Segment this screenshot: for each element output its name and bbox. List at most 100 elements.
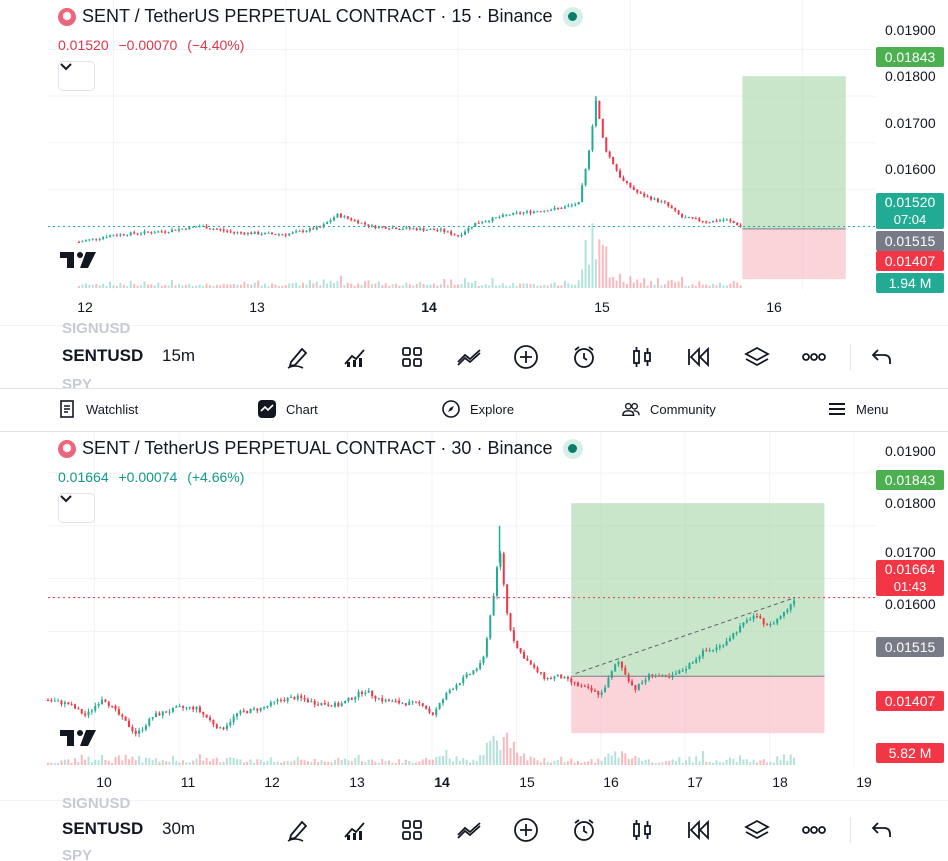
candle-body — [105, 237, 108, 239]
add-icon[interactable] — [511, 342, 541, 372]
candle-body — [526, 658, 529, 661]
chart-legend-header[interactable]: ✺ SENT / TetherUS PERPETUAL CONTRACT · 1… — [58, 6, 583, 27]
candle-body — [101, 699, 104, 705]
nav-menu[interactable]: Menu — [828, 400, 889, 418]
volume-bar — [712, 762, 715, 765]
volume-bar — [725, 759, 728, 765]
undo-icon[interactable] — [867, 342, 897, 372]
candle-body — [436, 230, 439, 232]
candle-body — [636, 189, 639, 193]
alert-clock-icon[interactable] — [569, 342, 599, 372]
collapse-legend-button[interactable] — [58, 61, 95, 91]
nav-community[interactable]: Community — [622, 400, 716, 418]
collapse-legend-button[interactable] — [58, 493, 95, 523]
drawing-pen-icon[interactable] — [283, 815, 313, 845]
candle-body — [322, 224, 325, 228]
volume-bar — [198, 284, 201, 288]
candle-body — [367, 224, 370, 227]
nav-explore[interactable]: Explore — [442, 400, 514, 418]
chart-svg-15m[interactable] — [0, 0, 948, 325]
candle-body — [305, 230, 308, 232]
volume-bar — [88, 284, 91, 288]
candle-body — [577, 682, 580, 686]
candle-body — [674, 208, 677, 211]
layers-icon[interactable] — [742, 815, 772, 845]
drawing-pen-icon[interactable] — [283, 342, 313, 372]
candle-body — [158, 713, 161, 716]
volume-bar — [114, 756, 117, 765]
nav-chart[interactable]: Chart — [258, 400, 318, 418]
symbol-search-button[interactable]: SENTUSD — [62, 346, 144, 365]
chart-canvas-15m[interactable]: ✺ SENT / TetherUS PERPETUAL CONTRACT · 1… — [0, 0, 948, 325]
candle-body — [414, 701, 417, 703]
candle-body — [329, 220, 332, 223]
candle-body — [431, 712, 434, 716]
volume-bar — [684, 285, 687, 288]
interval-button[interactable]: 15m — [162, 346, 196, 365]
volume-bar — [701, 750, 704, 765]
templates-grid-icon[interactable] — [397, 815, 427, 845]
candles-icon[interactable] — [627, 815, 657, 845]
undo-icon[interactable] — [867, 815, 897, 845]
sent-logo-icon: ✺ — [58, 439, 76, 458]
volume-bar — [198, 754, 201, 765]
candle-body — [631, 681, 634, 686]
nav-watchlist[interactable]: Watchlist — [58, 400, 138, 418]
volume-bar — [63, 759, 66, 765]
candle-body — [563, 677, 566, 679]
volume-bar — [691, 284, 694, 288]
candle-body — [759, 616, 762, 619]
volume-bar — [508, 285, 511, 288]
candle-body — [357, 220, 360, 224]
compare-icon[interactable] — [455, 815, 485, 845]
volume-bar — [370, 283, 373, 288]
chart-canvas-30m[interactable]: ✺ SENT / TetherUS PERPETUAL CONTRACT · 3… — [0, 432, 948, 800]
candle-body — [435, 708, 438, 716]
indicators-icon[interactable] — [340, 815, 370, 845]
chart-legend-header[interactable]: ✺ SENT / TetherUS PERPETUAL CONTRACT · 3… — [58, 438, 583, 459]
volume-bar — [622, 281, 625, 288]
candle-body — [256, 708, 259, 711]
candle-body — [273, 701, 276, 703]
volume-bar — [577, 280, 580, 288]
volume-bar — [718, 761, 721, 765]
alert-clock-icon[interactable] — [569, 815, 599, 845]
candle-body — [63, 702, 66, 705]
replay-icon[interactable] — [684, 815, 714, 845]
volume-bar — [536, 760, 539, 765]
layers-icon[interactable] — [742, 342, 772, 372]
symbol-search-button[interactable]: SENTUSD — [62, 819, 144, 838]
more-icon[interactable] — [799, 815, 829, 845]
add-icon[interactable] — [511, 815, 541, 845]
candle-body — [698, 218, 701, 221]
volume-bar — [438, 756, 441, 765]
volume-bar — [496, 740, 499, 765]
candle-body — [195, 226, 198, 228]
chart-svg-30m[interactable] — [0, 432, 948, 800]
volume-bar — [184, 284, 187, 288]
templates-grid-icon[interactable] — [397, 342, 427, 372]
indicators-icon[interactable] — [340, 342, 370, 372]
volume-bar — [674, 282, 677, 288]
volume-bar — [722, 285, 725, 288]
candles-icon[interactable] — [627, 342, 657, 372]
candle-body — [681, 670, 684, 672]
interval-button[interactable]: 30m — [162, 819, 196, 838]
compare-icon[interactable] — [455, 342, 485, 372]
replay-icon[interactable] — [684, 342, 714, 372]
more-icon[interactable] — [799, 342, 829, 372]
candle-body — [529, 660, 532, 665]
volume-bar — [293, 760, 296, 765]
volume-bar — [264, 283, 267, 288]
candle-body — [467, 227, 470, 232]
candle-body — [209, 717, 212, 721]
volume-bar — [181, 285, 184, 288]
candle-body — [446, 231, 449, 233]
volume-bar — [215, 284, 218, 288]
volume-bar — [509, 747, 512, 765]
candle-body — [141, 729, 144, 731]
volume-bar — [674, 761, 677, 765]
candle-body — [607, 677, 610, 688]
candle-body — [160, 231, 163, 233]
candle-body — [264, 232, 267, 235]
